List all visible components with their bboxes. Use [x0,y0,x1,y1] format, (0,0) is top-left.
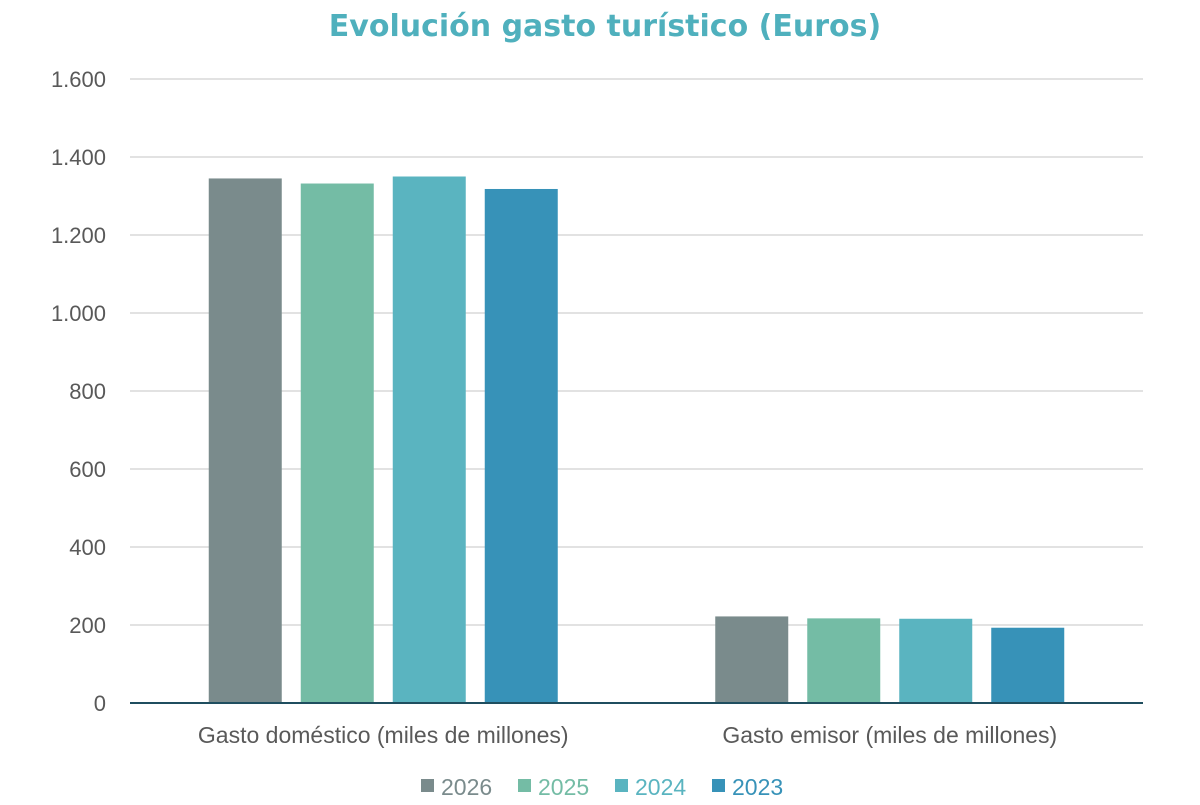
x-axis: Gasto doméstico (miles de millones) Gasto… [198,722,1057,748]
legend-swatch-2024 [615,779,628,792]
y-tick-label: 200 [69,613,106,638]
bar-2023-1 [484,188,558,704]
chart-title: Evolución gasto turístico (Euros) [329,9,881,44]
bar-2024-2 [899,618,973,703]
y-tick-label: 600 [69,457,106,482]
legend-label: 2025 [538,774,589,800]
bar-2024-1 [392,176,466,703]
legend-swatch-2026 [421,779,434,792]
legend-swatch-2023 [712,779,725,792]
y-tick-label: 0 [94,691,106,716]
y-tick-label: 1.400 [51,145,106,170]
y-tick-label: 1.200 [51,223,106,248]
bar-2026-2 [715,616,789,703]
legend-swatch-2025 [518,779,531,792]
legend-label: 2026 [441,774,492,800]
y-tick-label: 800 [69,379,106,404]
legend-label: 2023 [732,774,783,800]
y-axis: 0 200 400 600 800 1.000 1.200 1.400 1.600 [51,67,106,716]
bar-2025-1 [300,183,374,703]
y-tick-label: 1.600 [51,67,106,92]
y-tick-label: 1.000 [51,301,106,326]
grid-lines [130,78,1143,626]
x-category-label: Gasto doméstico (miles de millones) [198,722,569,748]
bars [208,176,1065,704]
bar-2025-2 [807,618,881,703]
bar-2023-2 [991,627,1065,703]
x-category-label: Gasto emisor (miles de millones) [722,722,1057,748]
legend: 2026 2025 2024 2023 [421,774,783,800]
legend-label: 2024 [635,774,686,800]
bar-2026-1 [208,178,282,703]
y-tick-label: 400 [69,535,106,560]
